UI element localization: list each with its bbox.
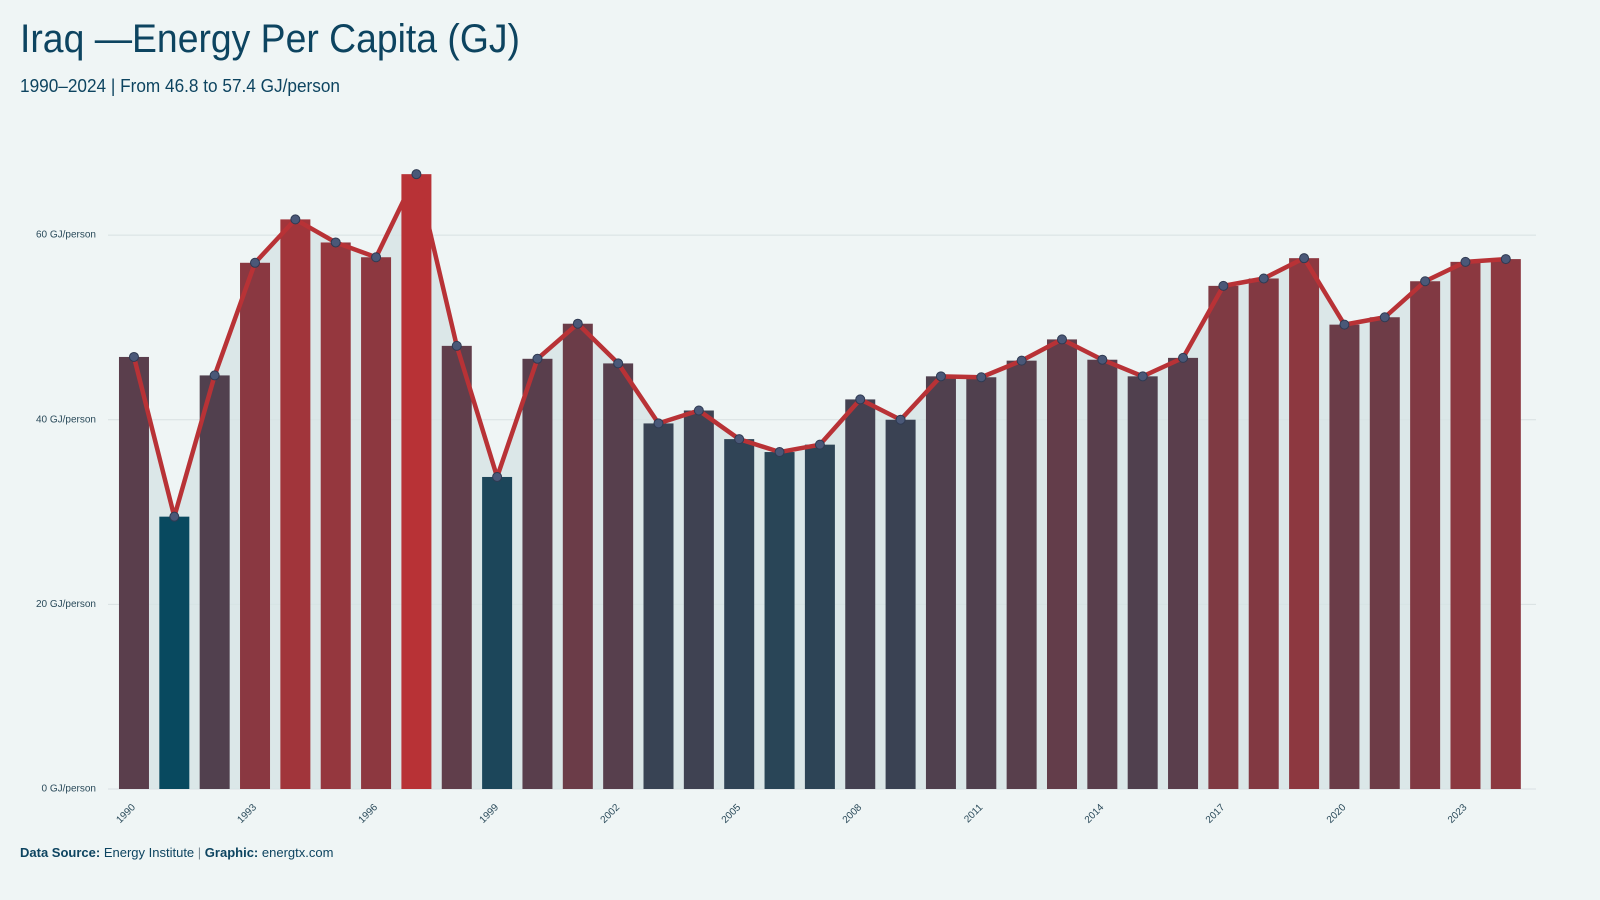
marker — [411, 169, 422, 180]
bar — [1168, 357, 1199, 789]
marker — [1056, 334, 1067, 345]
marker — [1258, 273, 1269, 284]
bar — [603, 363, 634, 789]
marker — [1379, 312, 1390, 323]
marker — [976, 372, 987, 383]
marker — [451, 340, 462, 351]
bar — [320, 242, 351, 789]
separator: | — [198, 845, 201, 860]
bar — [118, 356, 149, 789]
bar — [845, 399, 876, 789]
marker — [1097, 354, 1108, 365]
marker — [814, 439, 825, 450]
bar — [1046, 339, 1077, 789]
bar — [1329, 324, 1360, 789]
y-tick-label: 40 GJ/person — [36, 414, 96, 425]
y-tick-label: 60 GJ/person — [36, 230, 96, 241]
bar — [804, 444, 835, 789]
bar — [966, 377, 997, 789]
marker — [855, 394, 866, 405]
marker — [653, 418, 664, 429]
marker — [1137, 371, 1148, 382]
marker — [613, 358, 624, 369]
marker — [774, 447, 785, 458]
marker — [1460, 256, 1471, 267]
marker — [1218, 280, 1229, 291]
marker — [169, 511, 180, 522]
bar — [643, 423, 674, 789]
bar — [1006, 360, 1037, 789]
bar — [562, 323, 593, 789]
marker — [572, 318, 583, 329]
marker — [734, 434, 745, 445]
bar — [724, 439, 755, 789]
marker — [693, 405, 704, 416]
bar — [441, 345, 472, 789]
bar — [1490, 259, 1521, 789]
source-label: Data Source: — [20, 845, 100, 860]
chart-subtitle: 1990–2024 | From 46.8 to 57.4 GJ/person — [20, 76, 340, 96]
marker — [1339, 319, 1350, 330]
bar — [401, 174, 432, 790]
marker — [290, 214, 301, 225]
marker — [1178, 352, 1189, 363]
bar — [1248, 278, 1279, 789]
marker — [330, 237, 341, 248]
marker — [532, 353, 543, 364]
marker — [1016, 355, 1027, 366]
bar — [764, 452, 795, 789]
marker — [1420, 276, 1431, 287]
bar — [683, 410, 714, 789]
bar — [1087, 359, 1118, 789]
marker — [1500, 254, 1511, 265]
bar — [240, 262, 271, 790]
bar — [159, 516, 190, 789]
marker — [209, 370, 220, 381]
footer: Data Source: Energy Institute | Graphic:… — [20, 845, 333, 860]
source: Energy Institute — [104, 845, 194, 860]
bar — [885, 419, 916, 789]
graphic-label: Graphic: — [205, 845, 258, 860]
marker — [128, 351, 139, 362]
marker — [935, 371, 946, 382]
bar — [482, 476, 513, 789]
bar — [1369, 317, 1400, 789]
bar — [1127, 376, 1158, 789]
bar — [199, 375, 230, 789]
marker — [250, 257, 261, 268]
bar — [1289, 258, 1320, 790]
y-tick-label: 20 GJ/person — [36, 599, 96, 610]
marker — [1299, 253, 1310, 264]
bar — [1450, 261, 1481, 790]
bar — [361, 257, 392, 789]
bar — [522, 358, 553, 789]
chart-title: Iraq —Energy Per Capita (GJ) — [20, 17, 520, 61]
bar — [1208, 285, 1239, 789]
bar — [1410, 281, 1441, 789]
bar — [280, 219, 311, 789]
y-tick-label: 0 GJ/person — [42, 784, 96, 795]
bar — [925, 376, 956, 789]
marker — [895, 414, 906, 425]
marker — [371, 252, 382, 263]
marker — [492, 471, 503, 482]
graphic: energtx.com — [262, 845, 334, 860]
